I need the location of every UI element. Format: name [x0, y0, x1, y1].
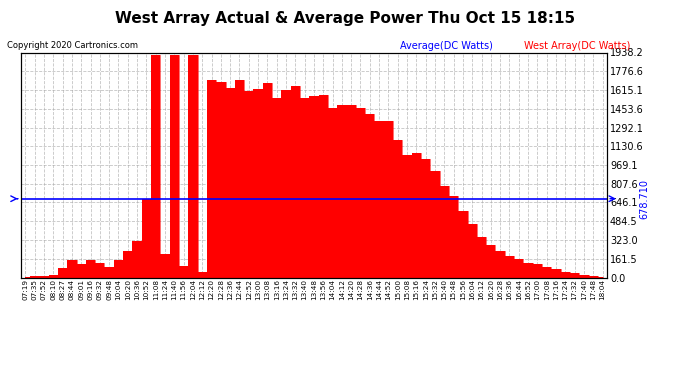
Text: West Array(DC Watts): West Array(DC Watts) — [524, 41, 631, 51]
Text: 678.710: 678.710 — [640, 179, 649, 219]
Text: Average(DC Watts): Average(DC Watts) — [400, 41, 493, 51]
Text: Copyright 2020 Cartronics.com: Copyright 2020 Cartronics.com — [7, 41, 138, 50]
Text: West Array Actual & Average Power Thu Oct 15 18:15: West Array Actual & Average Power Thu Oc… — [115, 11, 575, 26]
